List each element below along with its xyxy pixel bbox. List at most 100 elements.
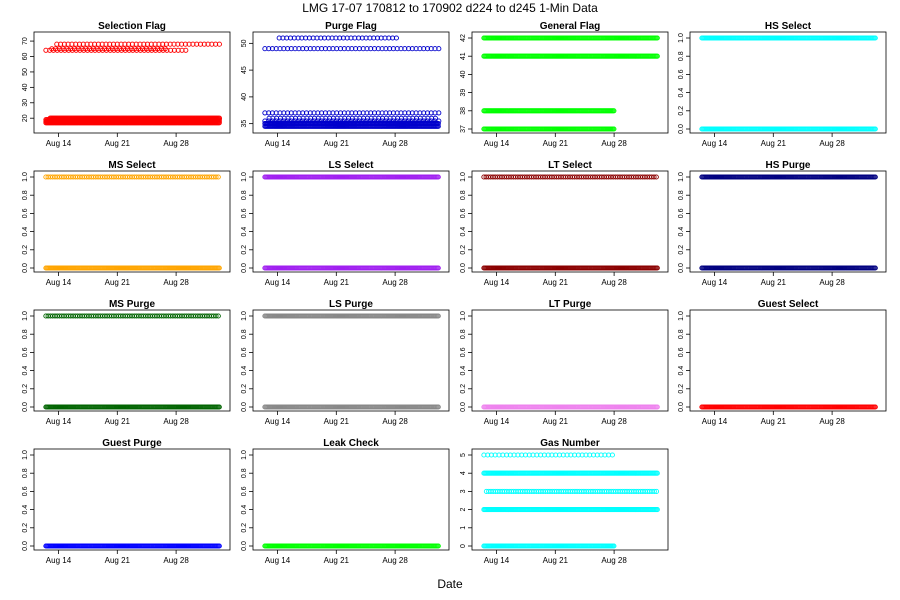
y-tick-label: 1.0 [678, 33, 685, 43]
panel-title: Selection Flag [98, 21, 166, 32]
y-tick-label: 0.2 [678, 384, 685, 394]
y-tick-label: 0.4 [678, 227, 685, 237]
data-point [147, 46, 153, 52]
y-tick-label: 1.0 [22, 450, 29, 460]
y-tick-label: 70 [22, 37, 29, 45]
x-tick-label: Aug 28 [601, 417, 627, 426]
panel-title: MS Select [108, 160, 156, 171]
plot-frame [33, 309, 231, 412]
y-tick-label: 0.8 [460, 329, 467, 339]
x-tick-label: Aug 14 [484, 417, 510, 426]
data-point [406, 118, 412, 124]
x-tick-label: Aug 21 [105, 139, 131, 148]
series-points [262, 313, 441, 410]
x-tick-label: Aug 28 [382, 139, 408, 148]
y-tick-label: 0.8 [241, 190, 248, 200]
y-tick-label: 0.2 [241, 523, 248, 533]
y-tick-label: 1.0 [678, 172, 685, 182]
data-point [345, 46, 351, 52]
y-tick-label: 0.2 [241, 384, 248, 394]
x-tick-label: Aug 14 [265, 417, 291, 426]
y-tick-label: 20 [22, 114, 29, 122]
data-point [424, 118, 431, 124]
y-tick-label: 1.0 [22, 311, 29, 321]
data-point [337, 35, 343, 41]
y-tick-label: 50 [241, 39, 248, 47]
x-tick-label: Aug 14 [265, 278, 291, 287]
page-title: LMG 17-07 170812 to 170902 d224 to d245 … [302, 1, 598, 15]
data-point [61, 41, 67, 47]
x-tick-label: Aug 28 [382, 278, 408, 287]
panel-title: MS Purge [109, 299, 156, 310]
y-tick-label: 0.0 [678, 402, 685, 412]
y-tick-label: 0.4 [460, 366, 467, 376]
y-tick-label: 0.6 [241, 208, 248, 218]
data-point [654, 404, 660, 410]
series-points [699, 404, 878, 410]
data-point [406, 110, 412, 116]
y-tick-label: 0.6 [678, 69, 685, 79]
y-tick-label: 60 [22, 53, 29, 61]
x-tick-label: Aug 28 [819, 139, 845, 148]
x-tick-label: Aug 14 [265, 556, 291, 565]
panel-title: HS Select [765, 21, 812, 32]
y-tick-label: 0.0 [678, 124, 685, 134]
y-tick-label: 0.6 [22, 347, 29, 357]
plot-frame [471, 309, 669, 412]
data-point [270, 115, 276, 121]
data-point [654, 35, 660, 41]
data-point [872, 404, 878, 410]
data-point [349, 115, 355, 121]
x-tick-label: Aug 14 [46, 417, 72, 426]
data-point [216, 41, 222, 47]
data-point [435, 313, 441, 319]
data-point [122, 41, 128, 47]
data-point [436, 46, 442, 52]
y-tick-label: 0.2 [460, 245, 467, 255]
data-point [285, 118, 291, 124]
y-tick-label: 45 [241, 66, 248, 74]
data-point [216, 115, 223, 121]
x-tick-label: Aug 28 [163, 139, 189, 148]
series-points [262, 174, 441, 271]
data-point [266, 46, 272, 52]
y-tick-label: 0.8 [22, 190, 29, 200]
plot-frame [689, 31, 887, 134]
data-point [266, 110, 272, 116]
x-tick-label: Aug 21 [324, 417, 350, 426]
x-tick-label: Aug 28 [163, 556, 189, 565]
data-point [215, 174, 221, 180]
panel-title: Guest Select [758, 299, 819, 310]
plot-frame [252, 170, 450, 273]
y-tick-label: 1.0 [241, 311, 248, 321]
data-point [160, 41, 166, 47]
data-point [872, 35, 878, 41]
data-point [387, 115, 393, 121]
series-points [43, 174, 222, 271]
data-point [84, 41, 90, 47]
y-tick-label: 0.6 [22, 486, 29, 496]
x-tick-label: Aug 28 [819, 278, 845, 287]
data-point [141, 41, 147, 47]
y-tick-label: 0.6 [678, 347, 685, 357]
y-tick-label: 50 [22, 68, 29, 76]
data-point [183, 47, 189, 53]
data-point [383, 46, 389, 52]
x-tick-label: Aug 28 [601, 139, 627, 148]
y-tick-label: 0.4 [241, 366, 248, 376]
y-tick-label: 1.0 [22, 172, 29, 182]
x-tick-label: Aug 14 [265, 139, 291, 148]
data-point [364, 46, 370, 52]
y-tick-label: 1.0 [460, 311, 467, 321]
y-tick-label: 0.4 [241, 505, 248, 515]
x-tick-label: Aug 21 [761, 139, 787, 148]
y-tick-label: 0.2 [460, 384, 467, 394]
series-points [481, 404, 660, 410]
data-point [611, 126, 617, 132]
data-point [364, 118, 370, 124]
plot-frame [252, 31, 450, 134]
data-point [285, 110, 291, 116]
data-point [213, 174, 219, 180]
